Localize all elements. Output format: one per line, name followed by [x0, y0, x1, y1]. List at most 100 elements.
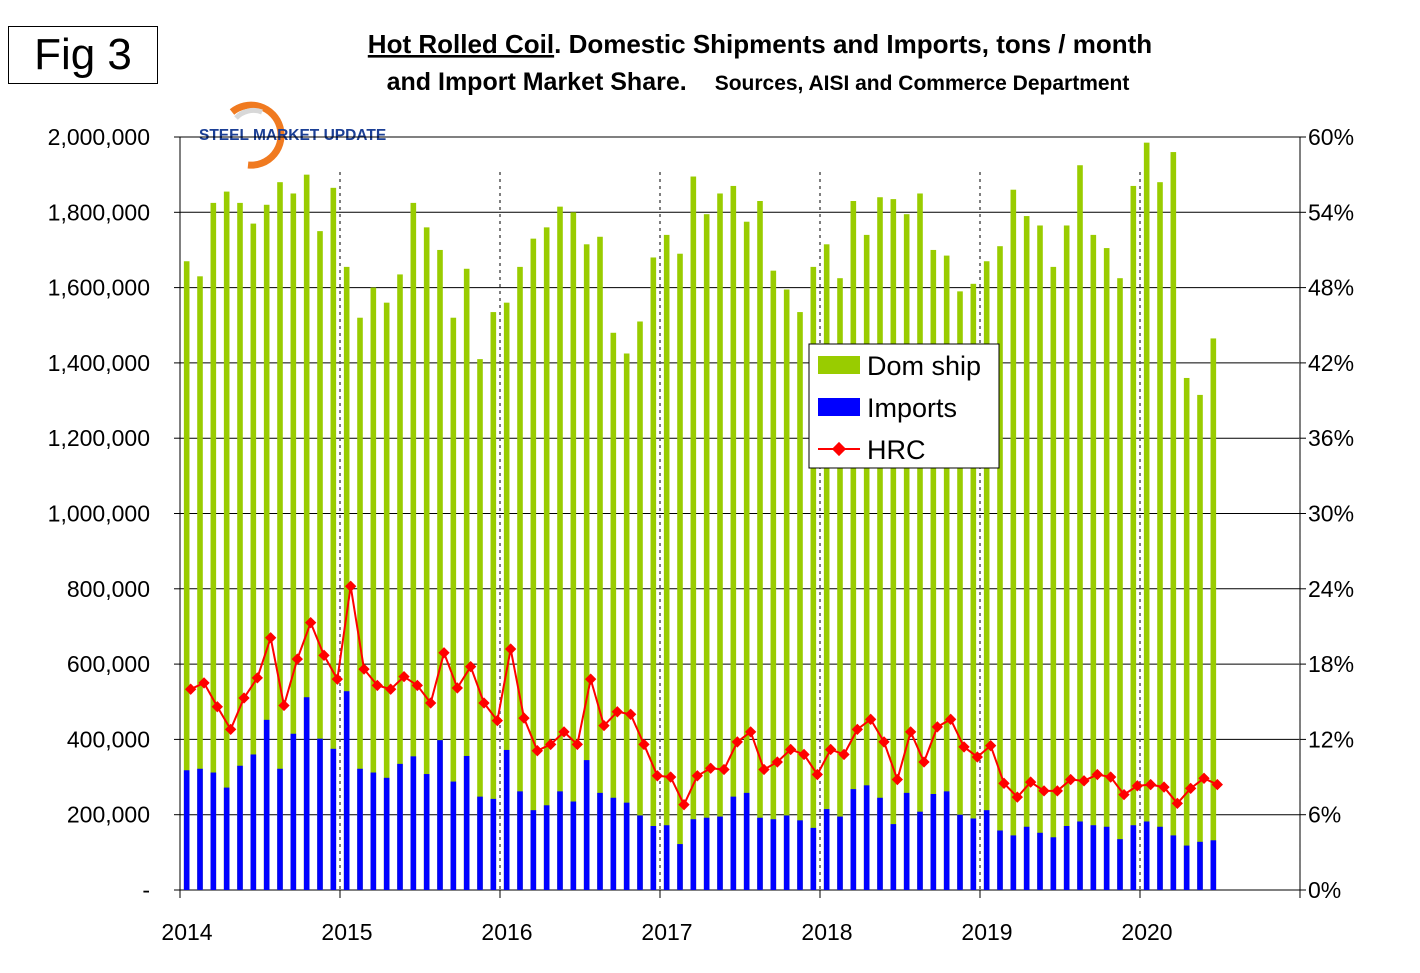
- imports-bar: [597, 792, 603, 890]
- hrc-point: [1011, 791, 1023, 803]
- hrc-point: [1118, 788, 1130, 801]
- right-tick-label: 36%: [1308, 425, 1354, 451]
- hrc-point: [585, 673, 597, 685]
- right-tick-label: 6%: [1308, 802, 1341, 828]
- hrc-point: [891, 773, 903, 786]
- hrc-point: [865, 713, 877, 725]
- right-tick-label: 48%: [1308, 275, 1354, 301]
- imports-bar: [317, 738, 323, 890]
- dom-ship-bar: [383, 302, 390, 890]
- right-tick-label: 12%: [1308, 726, 1354, 752]
- dom-ship-bar: [357, 317, 363, 891]
- dom-ship-bar: [570, 212, 577, 891]
- dom-ship-bar: [890, 199, 897, 890]
- dom-ship-bar: [917, 193, 923, 891]
- legend: Dom ship Imports HRC: [808, 343, 1000, 469]
- dom-ship-bar: [597, 236, 603, 890]
- bars: [183, 142, 1217, 891]
- imports-bar: [957, 814, 963, 890]
- hrc-point: [531, 745, 543, 757]
- hrc-point: [371, 679, 383, 692]
- left-tick-label: 400,000: [67, 726, 150, 752]
- hrc-point: [718, 763, 730, 776]
- hrc-point: [905, 726, 917, 738]
- hrc-point: [705, 762, 717, 774]
- imports-bar: [917, 811, 923, 890]
- dom-ship-bar: [343, 266, 350, 890]
- x-tick-label: 2018: [801, 919, 852, 945]
- hrc-point: [1051, 785, 1063, 797]
- right-tick-label: 54%: [1308, 199, 1354, 225]
- hrc-line: [185, 580, 1223, 811]
- imports-bar: [863, 785, 870, 890]
- imports-bar: [783, 815, 790, 890]
- dom-ship-bar: [557, 206, 563, 890]
- dom-ship-bar: [1130, 185, 1137, 890]
- hrc-point: [1145, 778, 1157, 791]
- dom-ship-bar: [263, 204, 270, 890]
- imports-bar: [423, 774, 430, 890]
- dom-ship-bar: [610, 332, 617, 890]
- imports-bar: [197, 768, 203, 890]
- dom-ship-bar: [663, 234, 670, 890]
- imports-bar: [890, 824, 897, 890]
- hrc-point: [878, 736, 890, 748]
- imports-bar: [450, 781, 457, 890]
- left-tick-label: 1,400,000: [48, 350, 150, 376]
- legend-label-dom-ship: Dom ship: [867, 351, 981, 381]
- hrc-point: [971, 751, 983, 763]
- hrc-point: [345, 580, 357, 592]
- dom-ship-bar: [1170, 152, 1177, 890]
- hrc-point: [825, 743, 837, 756]
- hrc-point: [1038, 785, 1050, 797]
- imports-bar: [290, 733, 297, 890]
- imports-bar: [650, 826, 657, 890]
- hrc-point: [758, 763, 770, 776]
- imports-bar: [757, 817, 763, 890]
- hrc-point: [931, 721, 943, 733]
- hrc-point: [638, 738, 650, 751]
- hrc-point: [278, 699, 290, 712]
- dom-ship-bar: [957, 291, 963, 890]
- imports-bar: [1157, 826, 1163, 890]
- dom-ship-bar: [997, 246, 1003, 890]
- imports-bar: [1210, 840, 1217, 890]
- dom-ship-bar: [783, 289, 790, 891]
- dom-ship-bar: [703, 214, 710, 890]
- hrc-point: [598, 719, 610, 732]
- left-tick-label: 600,000: [67, 651, 150, 677]
- imports-bar: [583, 760, 590, 890]
- imports-bar: [490, 798, 497, 890]
- steel-market-update-logo: STEEL MARKET UPDATE: [199, 101, 386, 169]
- chart-title-rest: . Domestic Shipments and Imports, tons /…: [554, 29, 1152, 59]
- dom-ship-bar: [903, 214, 910, 890]
- imports-bar: [770, 819, 777, 890]
- dom-ship-bar: [370, 287, 377, 891]
- hrc-point: [211, 701, 223, 713]
- right-axis: 0% 6% 12% 18% 24% 30% 36% 42% 48% 54% 60%: [1300, 124, 1354, 903]
- dom-ship-bar: [850, 201, 857, 890]
- imports-bar: [557, 791, 563, 890]
- x-tick-label: 2016: [481, 919, 532, 945]
- dom-ship-bar: [983, 261, 990, 890]
- imports-bar: [1103, 826, 1110, 890]
- imports-bar: [1117, 839, 1123, 890]
- hrc-point: [545, 738, 557, 751]
- imports-bar: [330, 748, 337, 890]
- left-tick-label: 1,200,000: [48, 425, 150, 451]
- imports-bar: [370, 772, 377, 890]
- chart-title-line1: Hot Rolled Coil. Domestic Shipments and …: [368, 29, 1152, 59]
- imports-bar: [943, 791, 950, 890]
- left-axis: - 200,000 400,000 600,000 800,000 1,000,000 1,…: [48, 124, 180, 903]
- dom-ship-bar: [183, 261, 190, 890]
- imports-bar: [810, 827, 817, 890]
- hrc-point: [1198, 772, 1210, 784]
- dom-ship-bar: [650, 257, 657, 891]
- imports-bar: [970, 818, 977, 890]
- hrc-point: [385, 683, 397, 695]
- right-tick-label: 24%: [1308, 576, 1354, 602]
- hrc-point: [465, 660, 477, 673]
- right-tick-label: 42%: [1308, 350, 1354, 376]
- gridlines: [180, 211, 1300, 816]
